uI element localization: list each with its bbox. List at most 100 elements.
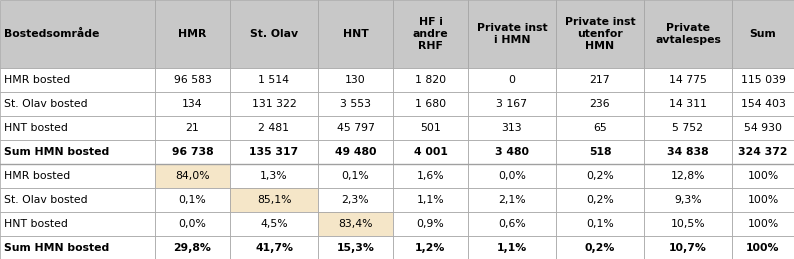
Bar	[230, 212, 318, 236]
Text: 14 311: 14 311	[669, 99, 707, 109]
Text: 85,1%: 85,1%	[256, 195, 291, 205]
Text: 0,2%: 0,2%	[585, 243, 615, 253]
Text: 2,1%: 2,1%	[498, 195, 526, 205]
Bar	[644, 188, 732, 212]
Bar	[230, 92, 318, 116]
Text: 29,8%: 29,8%	[174, 243, 211, 253]
Bar	[155, 116, 230, 140]
Text: Sum HMN bosted: Sum HMN bosted	[4, 147, 110, 157]
Bar	[393, 116, 468, 140]
Text: 3 553: 3 553	[340, 99, 371, 109]
Bar	[155, 188, 230, 212]
Bar	[732, 188, 794, 212]
Bar	[556, 236, 644, 259]
Text: 130: 130	[345, 75, 366, 85]
Bar	[393, 140, 468, 164]
Text: 1 820: 1 820	[415, 75, 446, 85]
Bar	[556, 164, 644, 188]
Text: 1 680: 1 680	[415, 99, 446, 109]
Text: 1,2%: 1,2%	[415, 243, 445, 253]
Bar	[468, 92, 556, 116]
Bar	[556, 212, 644, 236]
Bar	[155, 0, 230, 68]
Text: 1 514: 1 514	[259, 75, 290, 85]
Bar	[318, 188, 393, 212]
Bar	[644, 116, 732, 140]
Text: 518: 518	[588, 147, 611, 157]
Text: HNT: HNT	[343, 29, 368, 39]
Bar	[732, 140, 794, 164]
Text: Sum: Sum	[750, 29, 777, 39]
Text: 324 372: 324 372	[738, 147, 788, 157]
Bar	[230, 164, 318, 188]
Text: 134: 134	[182, 99, 202, 109]
Bar	[556, 0, 644, 68]
Text: HMR bosted: HMR bosted	[4, 75, 70, 85]
Text: 83,4%: 83,4%	[338, 219, 372, 229]
Text: HMR: HMR	[179, 29, 206, 39]
Bar	[155, 140, 230, 164]
Bar	[732, 68, 794, 92]
Text: 313: 313	[502, 123, 522, 133]
Text: 10,5%: 10,5%	[671, 219, 705, 229]
Bar	[230, 0, 318, 68]
Text: 9,3%: 9,3%	[674, 195, 702, 205]
Bar	[318, 0, 393, 68]
Text: Bostedsområde: Bostedsområde	[4, 29, 99, 39]
Text: 0,9%: 0,9%	[417, 219, 445, 229]
Bar	[318, 116, 393, 140]
Text: St. Olav bosted: St. Olav bosted	[4, 195, 87, 205]
Bar	[556, 68, 644, 92]
Bar	[393, 92, 468, 116]
Bar	[393, 188, 468, 212]
Text: 115 039: 115 039	[741, 75, 785, 85]
Bar	[732, 92, 794, 116]
Bar	[0, 164, 155, 188]
Bar	[468, 212, 556, 236]
Bar	[230, 236, 318, 259]
Text: 1,1%: 1,1%	[497, 243, 527, 253]
Text: 1,6%: 1,6%	[417, 171, 445, 181]
Bar	[468, 140, 556, 164]
Bar	[644, 92, 732, 116]
Bar	[318, 212, 393, 236]
Text: 15,3%: 15,3%	[337, 243, 375, 253]
Bar	[556, 116, 644, 140]
Text: 100%: 100%	[747, 219, 779, 229]
Text: 5 752: 5 752	[673, 123, 703, 133]
Text: 45 797: 45 797	[337, 123, 375, 133]
Text: 3 480: 3 480	[495, 147, 529, 157]
Bar	[0, 92, 155, 116]
Bar	[644, 0, 732, 68]
Text: 3 167: 3 167	[496, 99, 527, 109]
Bar	[230, 140, 318, 164]
Bar	[468, 188, 556, 212]
Bar	[230, 188, 318, 212]
Bar	[556, 92, 644, 116]
Text: 501: 501	[420, 123, 441, 133]
Text: Private inst
i HMN: Private inst i HMN	[476, 23, 547, 45]
Text: 84,0%: 84,0%	[175, 171, 210, 181]
Text: 100%: 100%	[746, 243, 780, 253]
Bar	[230, 116, 318, 140]
Text: 154 403: 154 403	[741, 99, 785, 109]
Text: 1,3%: 1,3%	[260, 171, 287, 181]
Bar	[230, 68, 318, 92]
Bar	[393, 0, 468, 68]
Bar	[318, 140, 393, 164]
Text: 0,2%: 0,2%	[586, 171, 614, 181]
Text: HNT bosted: HNT bosted	[4, 219, 67, 229]
Bar	[0, 0, 155, 68]
Text: 34 838: 34 838	[667, 147, 709, 157]
Bar	[155, 212, 230, 236]
Text: 0,1%: 0,1%	[341, 171, 369, 181]
Text: 1,1%: 1,1%	[417, 195, 445, 205]
Text: Private inst
utenfor
HMN: Private inst utenfor HMN	[565, 17, 635, 51]
Text: 14 775: 14 775	[669, 75, 707, 85]
Text: 4 001: 4 001	[414, 147, 448, 157]
Text: 0,0%: 0,0%	[179, 219, 206, 229]
Bar	[393, 212, 468, 236]
Text: 10,7%: 10,7%	[669, 243, 707, 253]
Bar	[318, 164, 393, 188]
Bar	[468, 68, 556, 92]
